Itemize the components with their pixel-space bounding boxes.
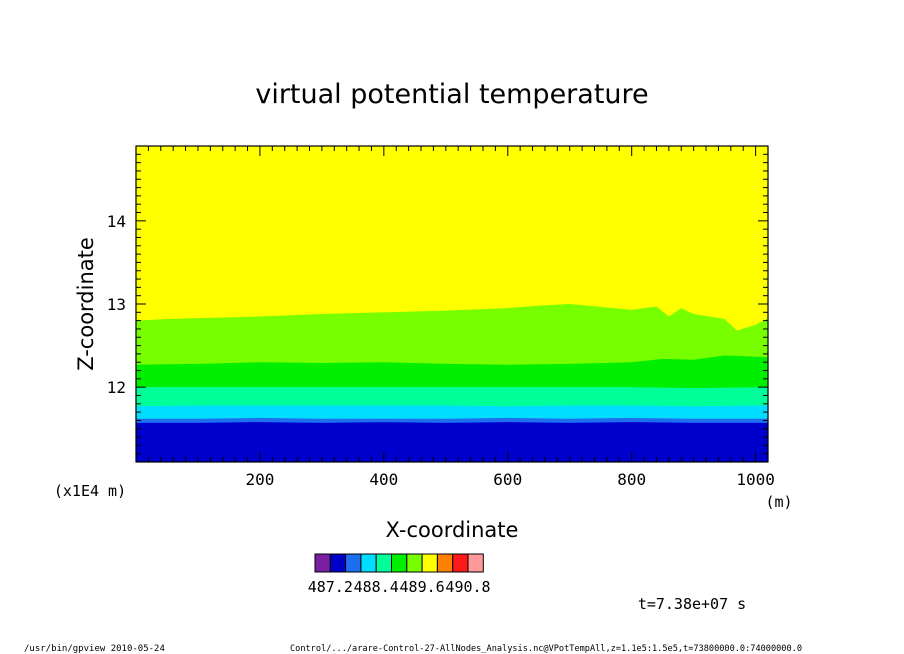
footer-right: Control/.../arare-Control-27-AllNodes_An… [290, 644, 802, 654]
colorbar-swatch [436, 553, 454, 573]
colorbar-labels: 487.2 488.4 489.6 490.8 [308, 578, 491, 596]
footer-left: /usr/bin/gpview 2010-05-24 [24, 644, 165, 654]
contour-band [136, 422, 768, 462]
colorbar-label: 490.8 [445, 578, 490, 596]
x-tick-label: 200 [245, 470, 274, 489]
colorbar-swatch [329, 553, 347, 573]
y-axis-label: Z-coordinate [74, 237, 98, 371]
colorbar-swatch [406, 553, 423, 573]
y-tick-label: 12 [107, 378, 126, 397]
colorbar-swatch [375, 553, 393, 573]
x-axis-unit: (m) [765, 493, 792, 511]
colorbar-label: 488.4 [354, 578, 399, 596]
x-tick-label: 1000 [736, 470, 775, 489]
x-tick-label: 600 [493, 470, 522, 489]
colorbar-swatch [467, 553, 484, 573]
y-tick-label: 13 [107, 295, 126, 314]
colorbar-swatch [345, 553, 362, 573]
colorbar-swatch [452, 553, 469, 573]
chart-title: virtual potential temperature [255, 79, 648, 110]
axis-ticks [136, 145, 769, 462]
x-tick-label: 400 [369, 470, 398, 489]
x-tick-labels: 200 400 600 800 1000 [245, 470, 774, 489]
colorbar-label: 487.2 [308, 578, 353, 596]
colorbar-label: 489.6 [400, 578, 445, 596]
x-tick-label: 800 [617, 470, 646, 489]
time-annotation: t=7.38e+07 s [638, 595, 746, 613]
x-axis-label: X-coordinate [386, 518, 519, 542]
contour-bands [136, 146, 768, 462]
colorbar-swatch [391, 553, 408, 573]
y-tick-labels: 12 13 14 [107, 212, 126, 397]
colorbar-swatch [421, 553, 438, 573]
y-axis-unit: (x1E4 m) [54, 482, 126, 500]
y-tick-label: 14 [107, 212, 126, 231]
colorbar [314, 553, 484, 573]
colorbar-swatch [360, 553, 377, 573]
plot-area [135, 145, 769, 463]
colorbar-swatch [314, 553, 331, 573]
